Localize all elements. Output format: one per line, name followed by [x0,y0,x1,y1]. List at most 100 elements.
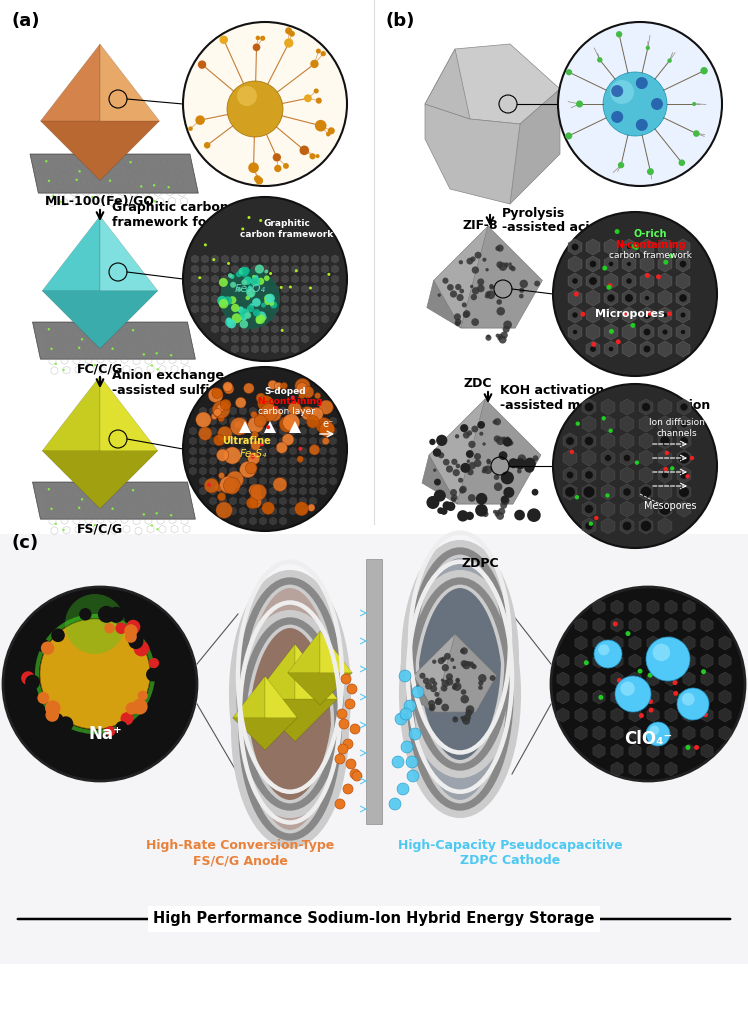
Polygon shape [557,708,569,722]
Polygon shape [310,417,316,425]
Circle shape [239,268,245,274]
Circle shape [243,276,252,285]
Polygon shape [269,507,277,515]
Polygon shape [280,437,286,445]
Circle shape [429,707,432,710]
Polygon shape [272,335,278,343]
Circle shape [441,703,449,712]
Circle shape [643,329,651,336]
Circle shape [430,685,438,692]
Circle shape [570,450,574,454]
Circle shape [518,455,526,463]
Circle shape [76,732,88,744]
Circle shape [497,245,503,252]
Text: ZIF-8: ZIF-8 [462,219,497,232]
Polygon shape [281,305,289,313]
Circle shape [434,478,441,485]
Polygon shape [288,673,352,706]
Polygon shape [32,322,195,359]
Circle shape [140,185,142,187]
Circle shape [412,686,424,698]
Circle shape [524,458,536,470]
Polygon shape [301,305,308,313]
Polygon shape [209,477,216,485]
Circle shape [573,330,577,334]
Text: (b): (b) [386,12,415,30]
Polygon shape [301,285,308,293]
Polygon shape [212,265,218,273]
Polygon shape [601,501,615,517]
Circle shape [640,486,652,498]
Circle shape [456,322,460,327]
Polygon shape [219,467,227,475]
Polygon shape [281,295,289,303]
Circle shape [3,587,197,781]
Circle shape [251,412,257,418]
Circle shape [216,450,229,461]
Circle shape [572,279,577,284]
Polygon shape [280,417,286,425]
Polygon shape [701,636,713,650]
Polygon shape [319,477,326,485]
Circle shape [611,85,623,97]
Circle shape [276,442,287,454]
Circle shape [470,662,473,665]
Polygon shape [272,325,278,333]
Polygon shape [658,484,672,500]
Circle shape [585,505,593,513]
Circle shape [670,466,675,471]
Polygon shape [299,427,307,435]
Polygon shape [239,437,246,445]
Polygon shape [676,307,690,323]
Polygon shape [292,265,298,273]
Polygon shape [260,507,266,515]
Circle shape [477,421,485,429]
Circle shape [479,432,483,436]
Polygon shape [620,484,634,500]
Polygon shape [281,265,289,273]
Polygon shape [250,437,257,445]
Circle shape [662,472,668,478]
Circle shape [498,508,506,515]
Polygon shape [233,718,297,751]
Polygon shape [230,437,236,445]
Circle shape [468,495,476,502]
Polygon shape [319,417,326,425]
Polygon shape [272,295,278,303]
Polygon shape [604,239,618,255]
Circle shape [230,418,248,435]
Polygon shape [230,507,236,515]
Circle shape [565,132,572,139]
Circle shape [623,311,628,316]
Polygon shape [658,307,672,323]
Polygon shape [292,275,298,283]
Circle shape [502,436,506,441]
Circle shape [429,707,435,712]
Circle shape [463,311,469,318]
Circle shape [457,510,468,521]
Polygon shape [230,427,236,435]
Circle shape [486,460,491,465]
Circle shape [227,262,230,265]
Polygon shape [219,407,227,415]
Polygon shape [676,341,690,357]
Circle shape [646,722,670,746]
Circle shape [295,502,308,516]
Circle shape [495,510,500,515]
Circle shape [168,186,170,188]
Polygon shape [265,676,297,725]
Circle shape [649,708,654,713]
Circle shape [126,620,141,634]
Polygon shape [280,477,286,485]
Polygon shape [301,295,308,303]
Circle shape [245,462,257,474]
Polygon shape [676,256,690,272]
Polygon shape [322,295,328,303]
Circle shape [51,713,64,726]
Circle shape [129,634,144,649]
Circle shape [482,469,486,473]
Circle shape [441,508,447,515]
Polygon shape [639,450,653,466]
Circle shape [51,629,65,642]
Polygon shape [582,416,596,432]
